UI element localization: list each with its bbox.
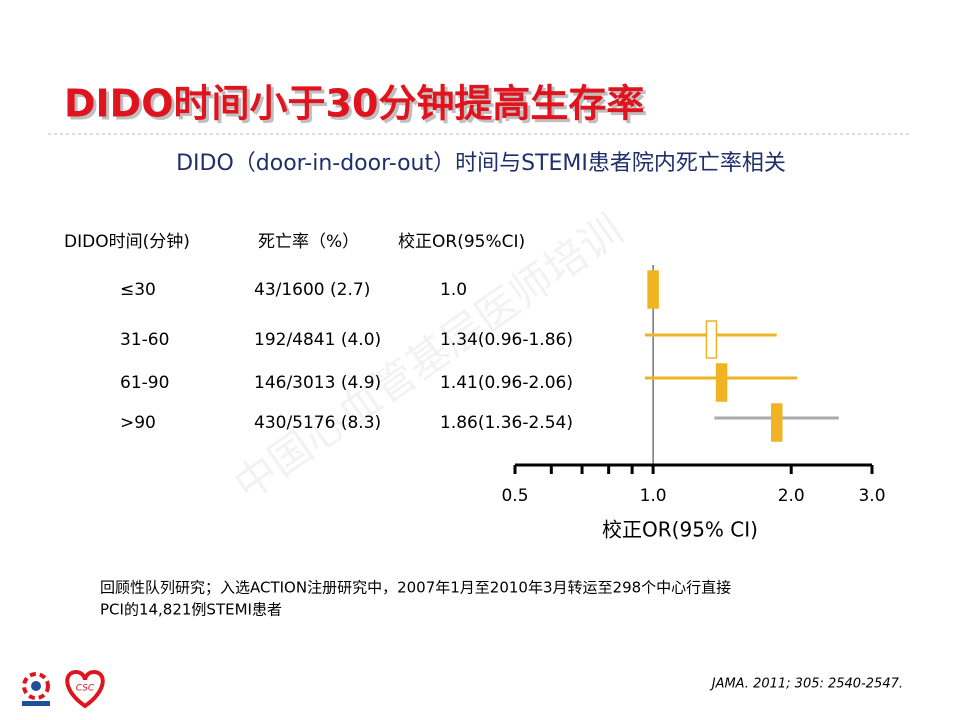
column-header: 死亡率（%） — [258, 232, 359, 252]
row-label: 31-60 — [120, 330, 169, 350]
or-label: 1.0 — [440, 280, 467, 300]
x-tick-label: 1.0 — [640, 486, 667, 506]
note: 回顾性队列研究；入选ACTION注册研究中，2007年1月至2010年3月转运至… — [100, 579, 731, 597]
subtitle: DIDO（door-in-door-out）时间与STEMI患者院内死亡率相关 — [176, 151, 786, 176]
title: DIDO时间小于30分钟提高生存率 — [64, 82, 644, 126]
or-box — [705, 320, 718, 359]
citation: JAMA. 2011; 305: 2540-2547. — [709, 677, 903, 692]
row-label: >90 — [120, 413, 156, 433]
mortality: 430/5176 (8.3) — [254, 413, 381, 433]
mortality: 43/1600 (2.7) — [254, 280, 370, 300]
row-label: ≤30 — [120, 280, 156, 300]
column-header: 校正OR(95%CI) — [398, 232, 525, 252]
title-shadow: DIDO时间小于30分钟提高生存率 — [67, 85, 647, 129]
row-label: 61-90 — [120, 373, 169, 393]
mortality: 146/3013 (4.9) — [254, 373, 381, 393]
logo-text: CSC — [76, 684, 95, 694]
x-axis-label: 校正OR(95% CI) — [602, 518, 758, 542]
x-tick-label: 0.5 — [501, 486, 528, 506]
or-box — [647, 270, 659, 309]
x-tick-label: 3.0 — [858, 486, 885, 506]
note: PCI的14,821例STEMI患者 — [100, 601, 282, 619]
or-box — [715, 363, 728, 402]
mortality: 192/4841 (4.0) — [254, 330, 381, 350]
or-label: 1.41(0.96-2.06) — [440, 373, 573, 393]
logo-right: CSC — [65, 669, 105, 709]
or-box — [771, 403, 783, 442]
or-label: 1.34(0.96-1.86) — [440, 330, 573, 350]
column-header: DIDO时间(分钟) — [64, 232, 190, 252]
logo-left — [22, 672, 50, 706]
x-tick-label: 2.0 — [778, 486, 805, 506]
or-label: 1.86(1.36-2.54) — [440, 413, 573, 433]
